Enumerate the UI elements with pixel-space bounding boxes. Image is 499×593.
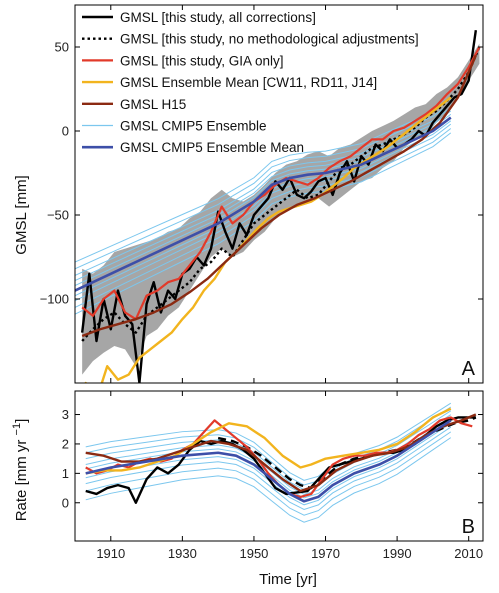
series-line-gmsl-ensemble-mean-cw11-rd11-j14	[85, 407, 452, 475]
panel-b-ylabel-text: Rate [mm yr	[13, 435, 30, 521]
legend-label: GMSL [this study, no methodological adju…	[120, 32, 419, 47]
x-tick-label: 2010	[454, 546, 483, 561]
legend-label: GMSL [this study, all corrections]	[120, 10, 316, 25]
cmip5-ensemble-member	[85, 410, 452, 491]
cmip5-ensemble-member	[85, 431, 452, 516]
series-line-gmsl-h15	[81, 54, 477, 338]
panel-b-ylabel-sup: −1	[11, 423, 23, 436]
panel-a-label: A	[462, 358, 476, 380]
legend-label: GMSL CMIP5 Ensemble Mean	[120, 140, 304, 155]
legend-label: GMSL Ensemble Mean [CW11, RD11, J14]	[120, 75, 377, 90]
panel-b-label: B	[462, 516, 475, 538]
panel-b-ylabel: Rate [mm yr −1]	[11, 419, 30, 522]
y-tick-label: 3	[62, 407, 69, 422]
cmip5-ensemble-member	[75, 132, 452, 315]
x-tick-label: 1990	[383, 546, 412, 561]
uncertainty-band	[82, 43, 480, 375]
y-tick-label: 2	[62, 436, 69, 451]
panel-a-ylabel: GMSL [mm]	[13, 175, 30, 254]
y-tick-label: 50	[55, 40, 69, 55]
legend-label: GMSL H15	[120, 97, 186, 112]
y-tick-label: 0	[62, 124, 69, 139]
panel-b: 0 1 2 3 1910 1930 1950 1970 1990 2010 B	[62, 390, 484, 561]
y-tick-label: −100	[40, 292, 69, 307]
cmip5-ensemble-member	[75, 128, 452, 308]
series-line-gmsl-ensemble-mean-cw11-rd11-j14	[84, 96, 452, 383]
legend-label: GMSL [this study, GIA only]	[120, 53, 284, 68]
cmip5-ensemble-member	[85, 422, 452, 506]
cmip5-ensemble-member	[75, 102, 452, 270]
cmip5-ensemble-member	[85, 437, 452, 523]
panel-a-plot-area	[75, 30, 481, 383]
cmip5-ensemble-member	[75, 113, 452, 287]
legend: GMSL [this study, all corrections] GMSL […	[82, 10, 419, 155]
cmip5-ensemble-member	[75, 120, 452, 297]
x-axis-label: Time [yr]	[259, 571, 317, 588]
panel-b-frame	[74, 390, 484, 542]
series-line-gmsl-cmip5-ensemble-mean	[75, 116, 452, 292]
series-line-gmsl-cmip5-ensemble-mean	[85, 419, 452, 503]
x-tick-label: 1910	[96, 546, 125, 561]
y-tick-label: 1	[62, 466, 69, 481]
x-tick-label: 1950	[239, 546, 268, 561]
panel-b-ylabel-close: ]	[13, 419, 30, 423]
x-tick-label: 1970	[311, 546, 340, 561]
cmip5-ensemble-member	[75, 98, 452, 263]
legend-label: GMSL CMIP5 Ensemble	[120, 119, 267, 134]
y-tick-label: 0	[62, 495, 69, 510]
panel-a: −100 −50 0 50 A	[40, 4, 484, 384]
panel-b-plot-area	[85, 402, 477, 523]
cmip5-ensemble-member	[85, 402, 452, 481]
y-tick-label: −50	[47, 208, 69, 223]
x-tick-label: 1930	[168, 546, 197, 561]
panel-a-frame	[74, 4, 484, 384]
cmip5-ensemble-member	[85, 406, 452, 486]
